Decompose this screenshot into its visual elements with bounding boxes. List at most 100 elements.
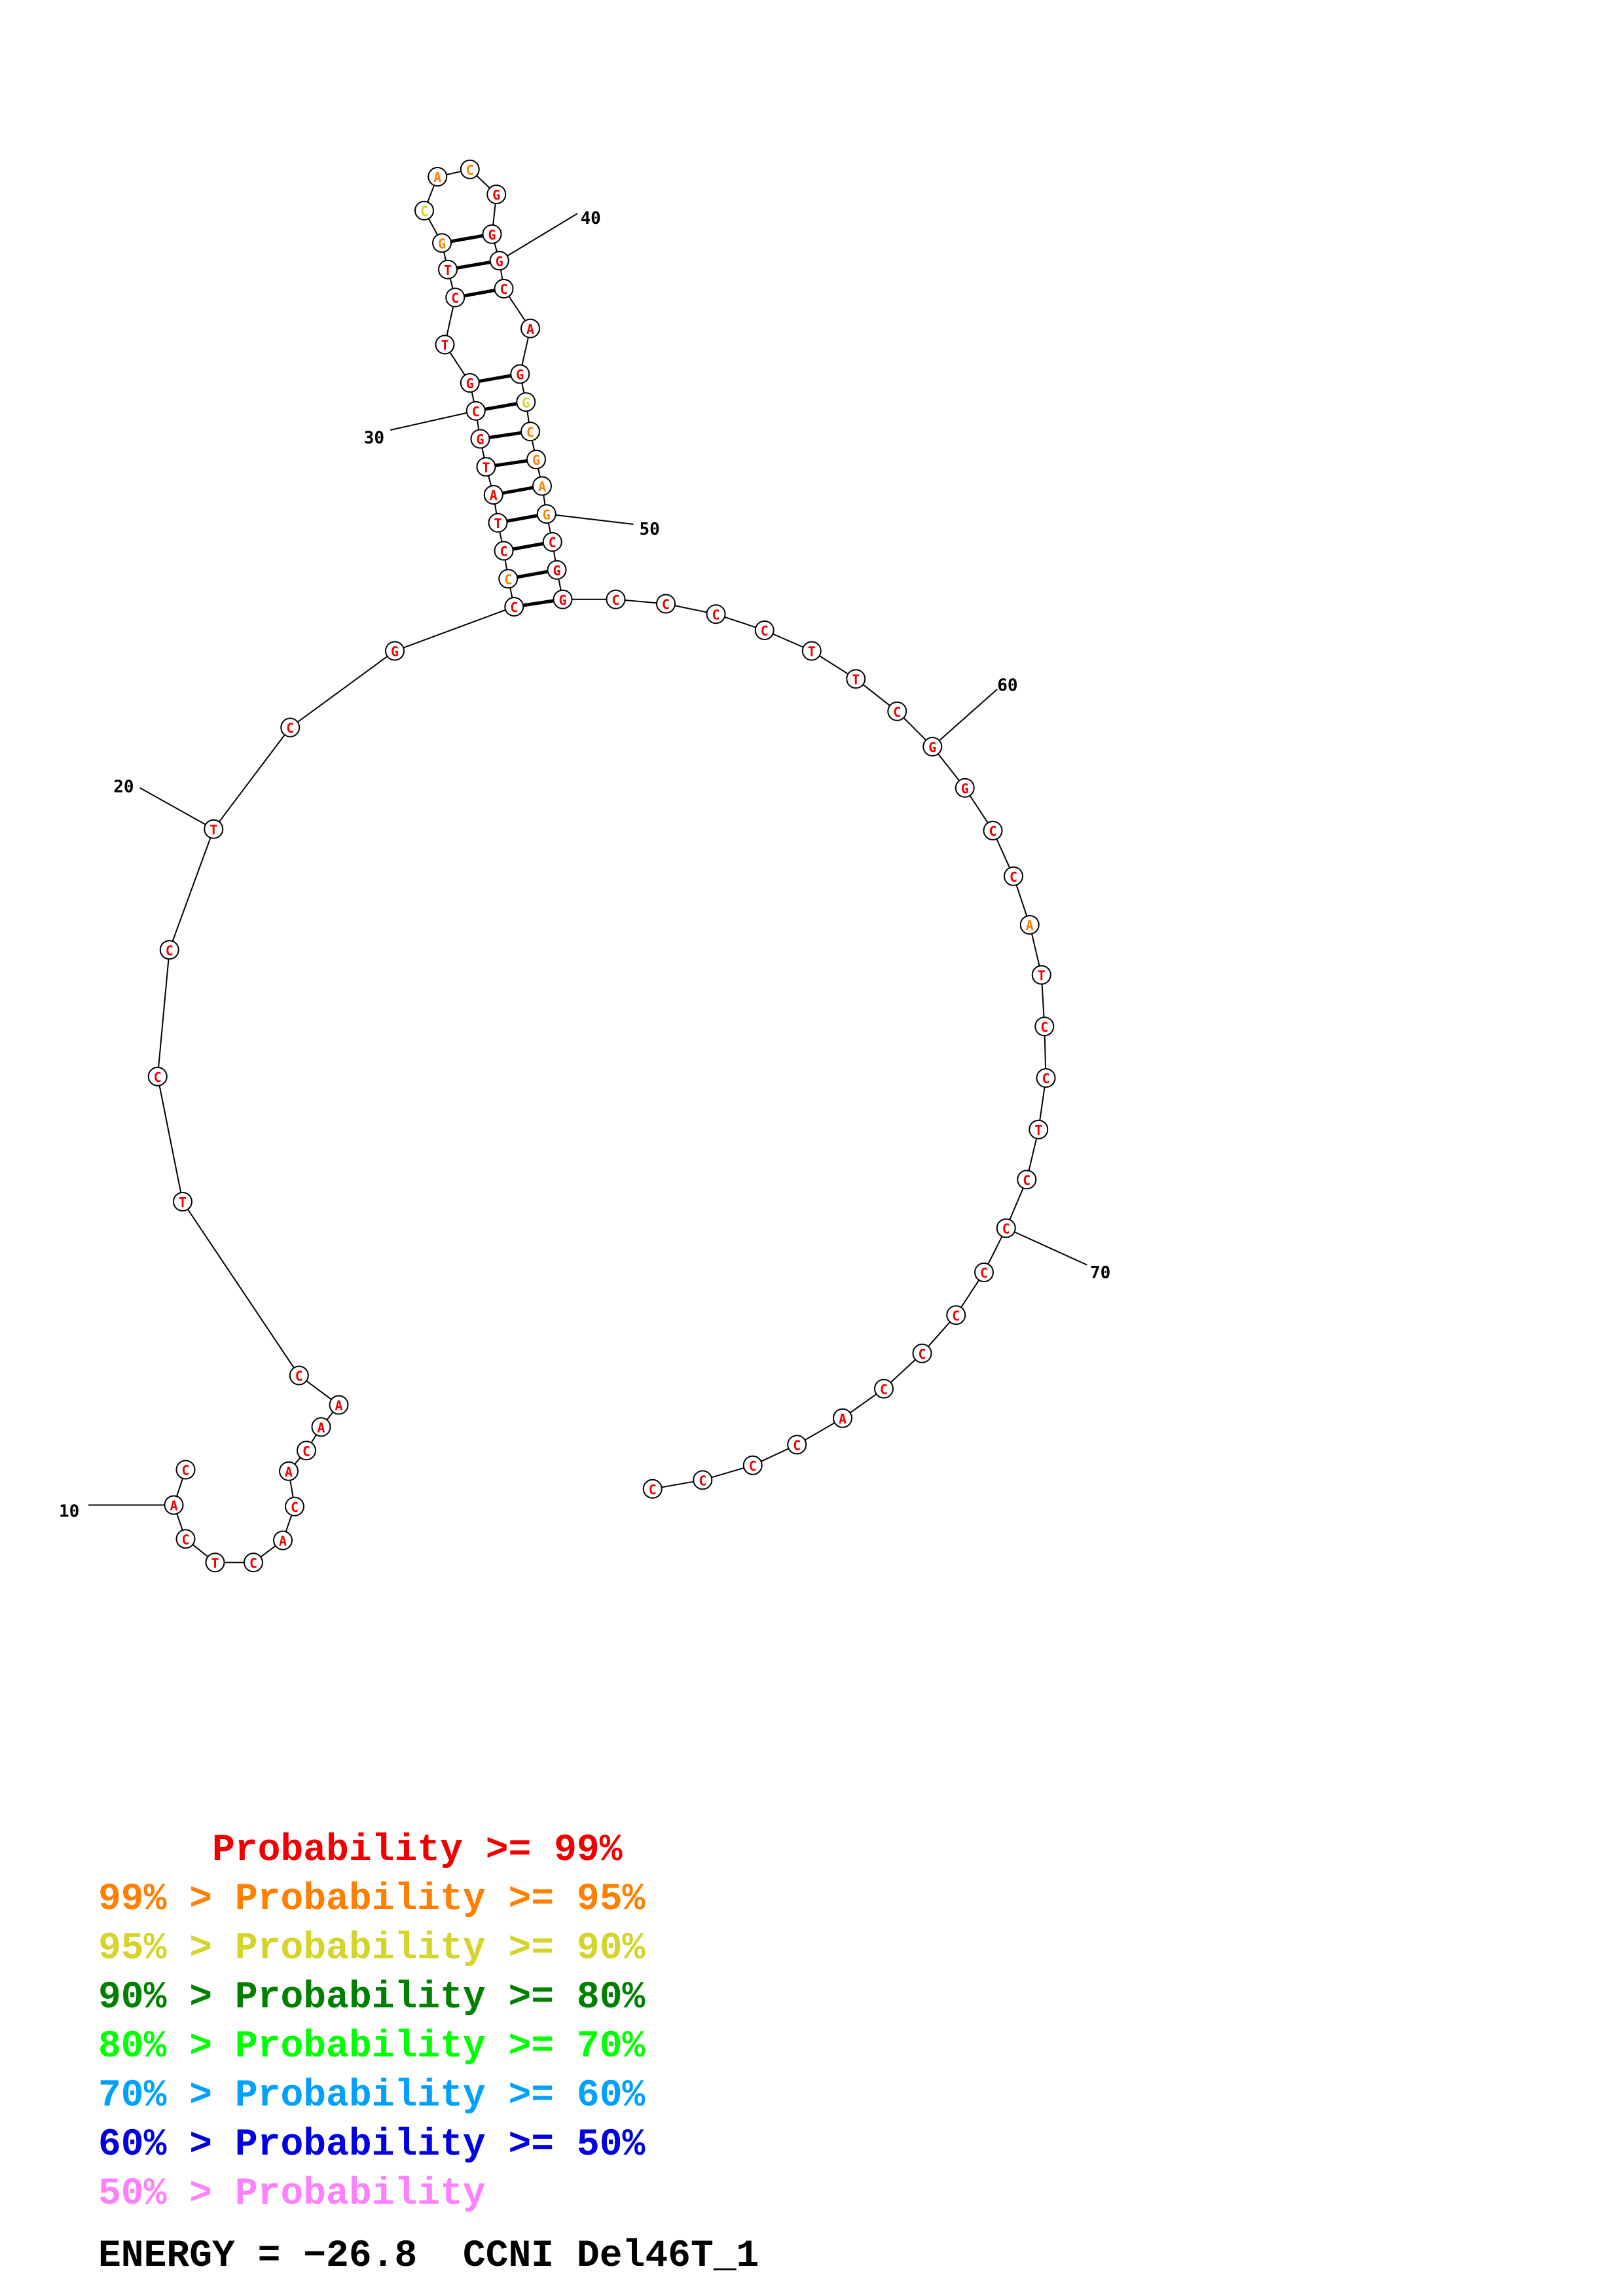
- nucleotide: C: [465, 401, 486, 421]
- nucleotide-letter: C: [472, 404, 480, 420]
- nucleotide: C: [494, 541, 514, 561]
- nucleotide: C: [414, 200, 434, 221]
- nucleotide-circle: [204, 819, 224, 839]
- nucleotide-letter: G: [492, 187, 500, 203]
- nucleotide: G: [536, 504, 556, 524]
- nucleotide-circle: [547, 560, 567, 580]
- nucleotide-letter: A: [490, 488, 498, 503]
- nucleotide-circle: [435, 334, 455, 355]
- nucleotide: C: [946, 1305, 966, 1325]
- nucleotide-circle: [833, 1408, 852, 1428]
- nucleotide-circle: [1031, 965, 1051, 985]
- nucleotide: T: [846, 669, 866, 689]
- nucleotide-circle: [175, 1460, 196, 1480]
- nucleotide: C: [175, 1460, 196, 1480]
- nucleotide-letter: C: [549, 535, 556, 550]
- energy-label: ENERGY = −26.8 CCNI Del46T_1: [98, 2235, 759, 2278]
- nucleotide-letter: A: [170, 1498, 177, 1514]
- nucleotide-letter: C: [466, 162, 474, 178]
- nucleotide: T: [476, 457, 496, 477]
- nucleotide: C: [874, 1378, 894, 1399]
- nucleotide-letter: C: [181, 1463, 189, 1479]
- nucleotide-letter: C: [451, 291, 459, 306]
- nucleotide: T: [204, 819, 224, 839]
- nucleotide-circle: [445, 287, 465, 308]
- nucleotide-letter: T: [210, 822, 217, 838]
- index-tick-line: [499, 213, 578, 262]
- nucleotide-circle: [470, 429, 490, 449]
- nucleotide-circle: [787, 1435, 807, 1455]
- nucleotide: A: [833, 1408, 852, 1428]
- nucleotide-circle: [754, 620, 775, 640]
- nucleotide-letter: C: [793, 1437, 801, 1453]
- nucleotide-circle: [516, 392, 536, 412]
- nucleotide-letter: C: [662, 597, 670, 613]
- nucleotide: C: [606, 589, 626, 609]
- nucleotide: A: [483, 485, 503, 505]
- nucleotide-circle: [536, 504, 556, 524]
- nucleotide-circle: [164, 1495, 184, 1515]
- nucleotide-letter: C: [761, 623, 769, 639]
- nucleotide-letter: C: [980, 1265, 988, 1281]
- nucleotide: C: [656, 594, 676, 614]
- nucleotide-letter: C: [649, 1482, 657, 1498]
- nucleotide-circle: [494, 279, 514, 298]
- nucleotide-circle: [1019, 915, 1040, 935]
- nucleotide-letter: C: [526, 424, 534, 440]
- nucleotide-letter: A: [335, 1398, 342, 1414]
- nucleotide: A: [1019, 915, 1040, 935]
- legend-row-60: 70% > Probability >= 60%: [98, 2075, 646, 2117]
- nucleotide-circle: [244, 1552, 263, 1573]
- nucleotide-letter: G: [488, 227, 496, 243]
- nucleotide-letter: G: [553, 563, 560, 579]
- index-tick-line: [1006, 1227, 1087, 1266]
- nucleotide-circle: [553, 589, 573, 609]
- nucleotide-circle: [801, 641, 822, 661]
- nucleotide-letter: G: [522, 395, 530, 410]
- index-tick-line: [390, 410, 476, 431]
- nucleotide: A: [311, 1417, 331, 1437]
- nucleotide-letter: T: [1038, 968, 1046, 984]
- nucleotide-letter: A: [538, 479, 546, 495]
- legend-row-95: 99% > Probability >= 95%: [98, 1878, 646, 1921]
- nucleotide-circle: [1029, 1119, 1049, 1139]
- nucleotide-circle: [520, 422, 540, 442]
- nucleotide-letter: T: [852, 672, 860, 687]
- nucleotide: G: [489, 251, 509, 271]
- index-label: 40: [581, 209, 601, 228]
- nucleotide-letter: C: [504, 571, 512, 587]
- nucleotide-circle: [175, 1529, 196, 1549]
- nucleotide-circle: [147, 1066, 168, 1086]
- index-tick-line: [546, 513, 634, 525]
- nucleotide-letter: T: [494, 516, 501, 531]
- nucleotide-circle: [912, 1343, 932, 1363]
- nucleotide-letter: C: [893, 704, 901, 720]
- nucleotide: T: [435, 334, 455, 355]
- nucleotide-letter: G: [516, 367, 524, 383]
- nucleotide: C: [498, 569, 519, 589]
- nucleotide-circle: [432, 233, 452, 253]
- nucleotide: C: [542, 532, 562, 552]
- nucleotide-circle: [642, 1479, 663, 1499]
- nucleotide-letter: C: [420, 204, 428, 219]
- nucleotide-letter: C: [500, 544, 507, 560]
- nucleotide: A: [273, 1530, 293, 1551]
- nucleotide: G: [510, 364, 530, 384]
- nucleotide-letter: A: [839, 1411, 847, 1427]
- nucleotide: C: [742, 1455, 763, 1475]
- nucleotide-letter: T: [482, 459, 490, 475]
- legend-row-80: 90% > Probability >= 80%: [98, 1977, 646, 2019]
- nucleotide-letter: A: [526, 321, 534, 337]
- nucleotide-circle: [498, 569, 519, 589]
- index-tick-line: [932, 689, 998, 747]
- nucleotide-circle: [289, 1365, 309, 1386]
- nucleotide-letter: C: [952, 1308, 960, 1323]
- nucleotide-circle: [486, 185, 507, 204]
- nucleotide: A: [329, 1395, 349, 1415]
- nucleotide: T: [1029, 1119, 1049, 1139]
- nucleotide-letter: C: [918, 1346, 926, 1362]
- nucleotide-letter: A: [285, 1464, 293, 1480]
- nucleotide-letter: C: [1002, 1221, 1010, 1237]
- nucleotide-letter: T: [808, 644, 816, 660]
- nucleotide-letter: G: [961, 781, 969, 797]
